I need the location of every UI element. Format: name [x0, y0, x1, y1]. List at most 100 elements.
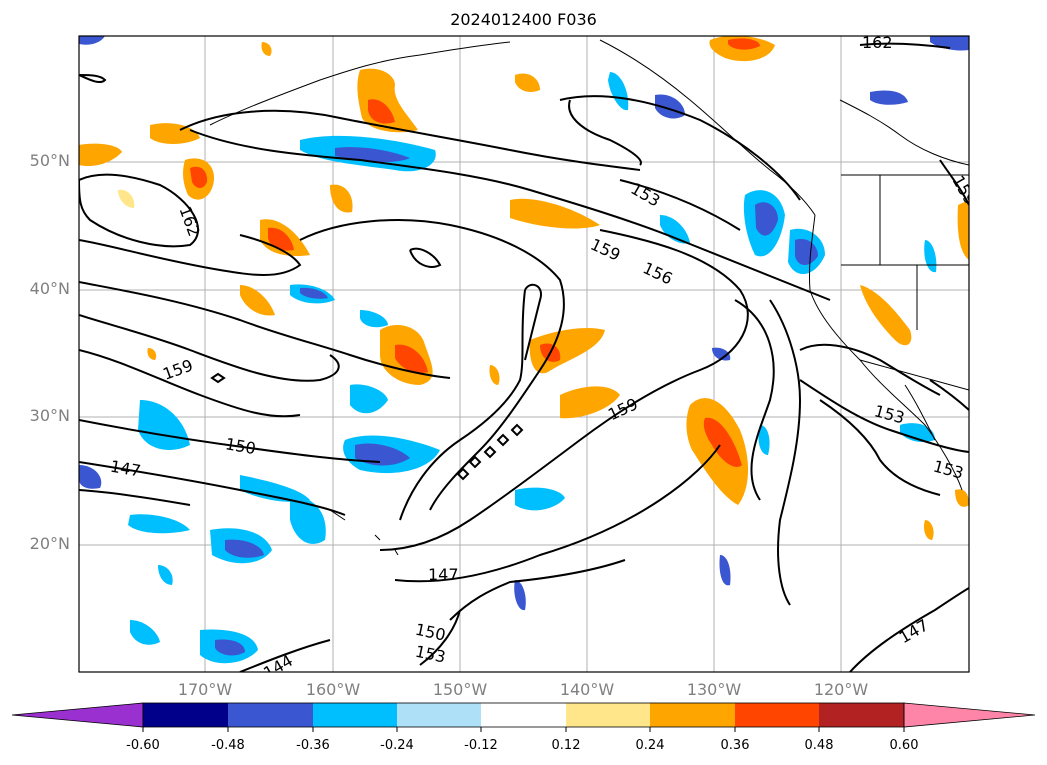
blue-area — [758, 425, 770, 455]
lon-label: 150°W — [432, 680, 488, 699]
orange-area — [560, 386, 620, 419]
blue-area — [335, 147, 410, 163]
orange-area — [240, 285, 275, 316]
contour-label: 153 — [872, 401, 906, 427]
blue-area — [712, 347, 731, 361]
blue-area — [515, 487, 565, 511]
contour-label: 162 — [862, 33, 893, 52]
colorbar-tick-label: -0.12 — [464, 738, 498, 753]
orange-area — [923, 520, 934, 540]
orange-area — [489, 365, 500, 385]
blue-area — [514, 580, 526, 611]
colorbar — [11, 702, 1036, 732]
blue-area — [240, 475, 310, 502]
colorbar-tick-label: 0.24 — [635, 738, 665, 753]
lon-label: 120°W — [813, 680, 869, 699]
blue-area — [755, 202, 778, 236]
colorbar-segment — [397, 703, 481, 727]
colorbar-segment — [11, 702, 144, 728]
blue-area — [360, 310, 388, 328]
orange-area — [190, 166, 208, 188]
blue-area — [300, 287, 328, 299]
blue-area — [215, 639, 245, 656]
colorbar-tick-label: 0.60 — [889, 738, 919, 753]
small-contours — [210, 372, 524, 481]
orange-area — [368, 99, 395, 124]
blue-area — [795, 239, 818, 265]
orange-area — [510, 198, 600, 229]
colorbar-segment — [819, 703, 904, 727]
blue-area — [719, 555, 731, 586]
colorbar-segment — [903, 702, 1036, 728]
contour-label: 156 — [640, 258, 676, 288]
colorbar-tick-label: 0.36 — [720, 738, 750, 753]
blue-area — [900, 423, 935, 443]
orange-area — [957, 200, 969, 260]
colorbar-tick-label: 0.48 — [804, 738, 834, 753]
lon-label: 170°W — [177, 680, 233, 699]
lat-label: 40°N — [29, 279, 70, 298]
lat-label: 20°N — [29, 534, 70, 553]
colorbar-segment — [650, 703, 735, 727]
contour-label: 144 — [260, 651, 296, 683]
colorbar-tick-label: -0.60 — [126, 738, 160, 753]
contour-label: 150 — [414, 620, 448, 645]
colorbar-segment — [481, 703, 566, 727]
orange-area — [860, 285, 912, 346]
orange-area — [395, 344, 428, 374]
orange-area — [330, 184, 353, 213]
colorbar-tick-label: -0.48 — [211, 738, 245, 753]
lat-label: 30°N — [29, 406, 70, 425]
blue-area — [225, 539, 264, 558]
colorbar-segment — [313, 703, 397, 727]
positive-anomaly-areas — [79, 36, 969, 540]
blue-area — [130, 620, 160, 645]
orange-area — [728, 38, 760, 50]
lon-label: 140°W — [559, 680, 615, 699]
colorbar-tick-label: 0.12 — [551, 738, 581, 753]
orange-area — [529, 328, 605, 374]
lon-label: 160°W — [305, 680, 361, 699]
blue-area — [870, 90, 908, 105]
blue-area — [138, 400, 190, 450]
height-contours — [79, 42, 969, 672]
contour-label: 159 — [588, 235, 624, 265]
colorbar-tick-label: -0.36 — [296, 738, 330, 753]
colorbar-tick-label: -0.24 — [380, 738, 414, 753]
orange-area — [515, 73, 540, 93]
contour-label: 147 — [428, 565, 459, 584]
colorbar-segment — [735, 703, 819, 727]
contour-label: 147 — [109, 457, 142, 481]
contour-label: 153 — [414, 642, 448, 667]
orange-area — [118, 189, 135, 208]
contour-label: 147 — [896, 615, 932, 647]
orange-area — [703, 417, 742, 468]
blue-area — [660, 215, 690, 244]
contour-label: 150 — [224, 434, 257, 458]
lon-label: 130°W — [686, 680, 742, 699]
colorbar-segment — [143, 703, 228, 727]
lat-label: 50°N — [29, 151, 70, 170]
orange-area — [261, 42, 272, 56]
colorbar-segment — [566, 703, 650, 727]
map-title: 2024012400 F036 — [450, 10, 597, 29]
graticule — [79, 36, 969, 672]
orange-area — [150, 123, 200, 144]
colorbar-frame — [142, 702, 905, 728]
orange-area — [955, 489, 969, 507]
colorbar-segment — [228, 703, 313, 727]
blue-area — [79, 465, 102, 489]
map-frame — [78, 35, 970, 673]
blue-area — [350, 384, 388, 414]
blue-area — [924, 240, 937, 273]
blue-area — [608, 72, 629, 111]
contour-label: 153 — [931, 456, 965, 482]
orange-area — [268, 227, 294, 251]
blue-area — [79, 36, 105, 45]
blue-area — [128, 514, 190, 534]
blue-area — [158, 565, 173, 585]
blue-area — [355, 443, 410, 466]
orange-area — [147, 348, 157, 360]
blue-area — [290, 495, 326, 544]
